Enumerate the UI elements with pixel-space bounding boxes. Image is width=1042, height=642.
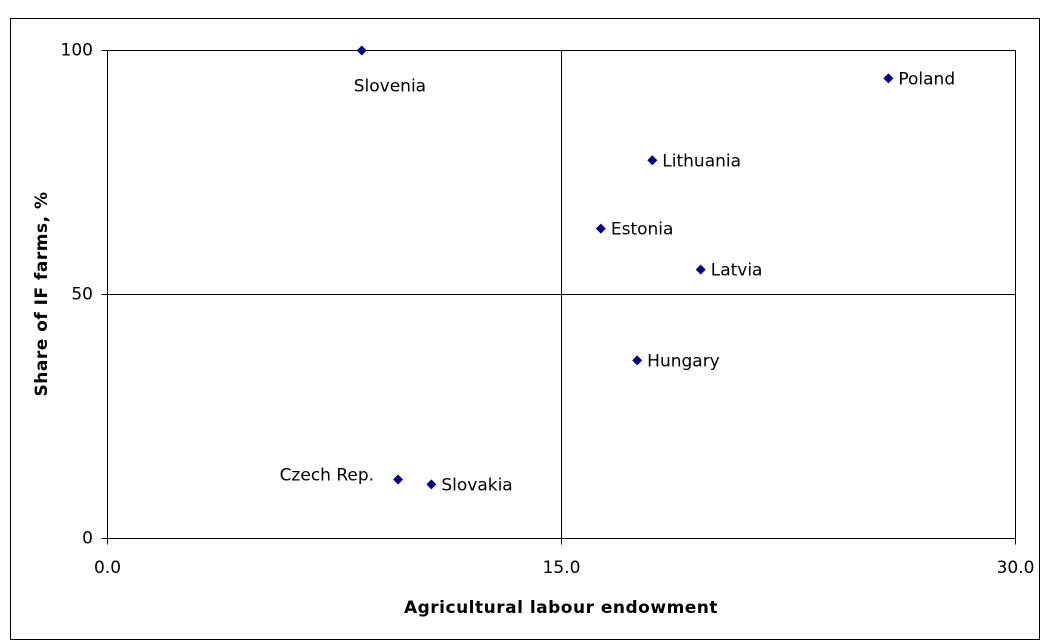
point-label: Slovakia <box>441 475 512 495</box>
point-label: Hungary <box>647 351 720 371</box>
y-tick-label: 50 <box>71 285 93 305</box>
point-label: Estonia <box>611 220 674 240</box>
x-axis-title: Agricultural labour endowment <box>404 598 718 618</box>
y-tick-label: 0 <box>82 529 93 549</box>
y-axis-title: Share of IF farms, % <box>32 192 52 397</box>
point-label: Slovenia <box>354 77 426 97</box>
point-label: Latvia <box>711 261 763 281</box>
point <box>883 73 894 84</box>
point-label: Poland <box>898 69 955 89</box>
x-tick-label: 30.0 <box>997 558 1035 578</box>
point <box>393 474 404 485</box>
point <box>356 45 367 56</box>
point <box>632 355 643 366</box>
point <box>647 155 658 166</box>
point <box>426 479 437 490</box>
point-label: Lithuania <box>662 151 741 171</box>
point <box>695 264 706 275</box>
x-tick-label: 0.0 <box>94 558 121 578</box>
point <box>595 223 606 234</box>
x-tick-label: 15.0 <box>543 558 581 578</box>
point-label: Czech Rep. <box>280 465 374 485</box>
y-tick-label: 100 <box>61 41 93 61</box>
